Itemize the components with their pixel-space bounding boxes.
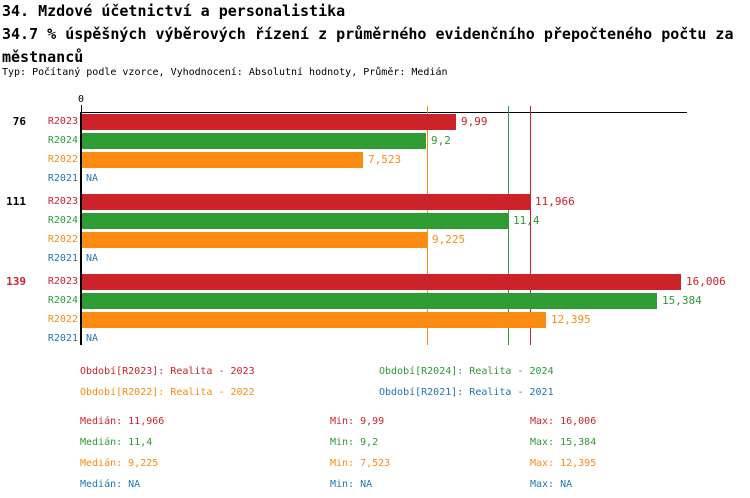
stat-min-r2022: Min: 7,523: [330, 458, 391, 469]
zero-tick-label: 0: [77, 94, 85, 105]
legend-item-r2023: Období[R2023]: Realita - 2023: [80, 366, 255, 377]
median-line-r2023: [530, 106, 531, 345]
series-label-r2024: R2024: [47, 135, 78, 146]
series-label-r2021: R2021: [47, 253, 78, 264]
legend-item-r2022: Období[R2022]: Realita - 2022: [80, 387, 255, 398]
indicator-title-line2: městnanců: [2, 48, 84, 66]
series-label-r2024: R2024: [47, 215, 78, 226]
median-line-r2024: [508, 106, 509, 345]
bar-value-label: 11,966: [535, 195, 575, 208]
stat-max-r2022: Max: 12,395: [530, 458, 597, 469]
y-axis-line: [80, 112, 82, 345]
group-label-76: 76: [12, 115, 26, 128]
series-label-r2023: R2023: [47, 116, 78, 127]
na-value-label: NA: [86, 253, 99, 264]
zero-tick: [81, 105, 82, 113]
indicator-title-line1: 34.7 % úspěšných výběrových řízení z prů…: [2, 25, 734, 43]
bar-value-label: 7,523: [368, 153, 402, 166]
series-label-r2021: R2021: [47, 333, 78, 344]
bar-r2022-139: [82, 312, 546, 328]
stat-median-r2023: Medián: 11,966: [80, 416, 165, 427]
bar-r2022-76: [82, 152, 363, 168]
bar-r2023-139: [82, 274, 681, 290]
series-label-r2023: R2023: [47, 276, 78, 287]
page-title: 34. Mzdové účetnictví a personalistika: [2, 2, 346, 20]
stat-median-r2024: Medián: 11,4: [80, 437, 153, 448]
series-label-r2023: R2023: [47, 196, 78, 207]
group-label-111: 111: [6, 195, 26, 208]
indicator-meta: Typ: Počítaný podle vzorce, Vyhodnocení:…: [2, 67, 448, 78]
legend-item-r2024: Období[R2024]: Realita - 2024: [379, 366, 554, 377]
bar-r2024-111: [82, 213, 508, 229]
na-value-label: NA: [86, 173, 99, 184]
bar-value-label: 12,395: [551, 313, 591, 326]
legend-item-r2021: Období[R2021]: Realita - 2021: [379, 387, 554, 398]
stat-max-r2024: Max: 15,384: [530, 437, 597, 448]
x-axis-line: [80, 112, 687, 113]
bar-r2024-76: [82, 133, 426, 149]
series-label-r2021: R2021: [47, 173, 78, 184]
series-label-r2022: R2022: [47, 314, 78, 325]
bar-value-label: 15,384: [662, 294, 702, 307]
stat-min-r2023: Min: 9,99: [330, 416, 385, 427]
stat-max-r2023: Max: 16,006: [530, 416, 597, 427]
bar-value-label: 9,2: [431, 134, 451, 147]
bar-r2024-139: [82, 293, 657, 309]
stat-max-r2021: Max: NA: [530, 479, 573, 490]
stat-median-r2022: Medián: 9,225: [80, 458, 159, 469]
group-label-139: 139: [6, 275, 26, 288]
bar-r2023-76: [82, 114, 456, 130]
series-label-r2024: R2024: [47, 295, 78, 306]
series-label-r2022: R2022: [47, 234, 78, 245]
stat-median-r2021: Medián: NA: [80, 479, 141, 490]
bar-r2022-111: [82, 232, 427, 248]
stat-min-r2024: Min: 9,2: [330, 437, 379, 448]
bar-value-label: 11,4: [513, 214, 540, 227]
bar-r2023-111: [82, 194, 530, 210]
stat-min-r2021: Min: NA: [330, 479, 373, 490]
na-value-label: NA: [86, 333, 99, 344]
bar-value-label: 9,99: [461, 115, 488, 128]
bar-value-label: 9,225: [432, 233, 466, 246]
bar-value-label: 16,006: [686, 275, 726, 288]
series-label-r2022: R2022: [47, 154, 78, 165]
